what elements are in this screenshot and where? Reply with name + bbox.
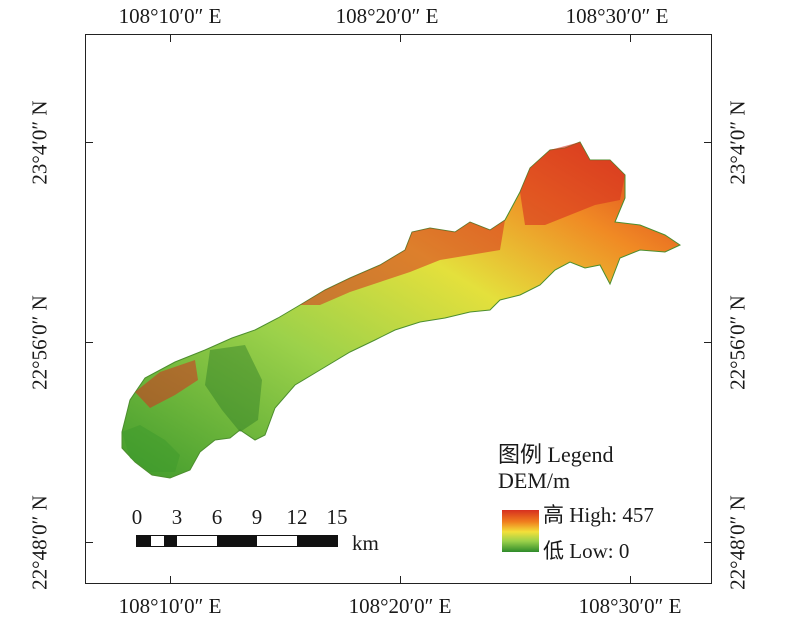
scale-seg-3 (164, 536, 177, 546)
lon-label-bottom-2: 108°20′0″ E (348, 594, 452, 618)
lon-label-bottom-1: 108°10′0″ E (118, 594, 222, 618)
scale-seg-5 (217, 536, 257, 546)
tick-bottom-1 (170, 576, 171, 584)
scale-tick-15: 15 (326, 505, 348, 529)
tick-right-1 (704, 142, 712, 143)
low-elevation-valley (205, 345, 262, 432)
scale-seg-2 (151, 536, 164, 546)
lat-label-right-2: 22°56′0″ N (725, 295, 750, 390)
lat-label-left-1: 23°4′0″ N (27, 100, 52, 185)
legend-low-label: 低 Low: 0 (543, 539, 630, 563)
tick-left-3 (85, 542, 93, 543)
lon-label-top-1: 108°10′0″ E (118, 4, 222, 28)
scale-seg-4 (177, 536, 217, 546)
legend-title: 图例 Legend (498, 442, 614, 467)
tick-top-3 (630, 34, 631, 42)
scale-unit-label: km (352, 531, 379, 555)
lat-label-right-1: 23°4′0″ N (725, 100, 750, 185)
tick-right-3 (704, 542, 712, 543)
legend-color-ramp (502, 510, 539, 552)
lat-label-left-3: 22°48′0″ N (27, 495, 52, 590)
scale-tick-0: 0 (131, 505, 143, 529)
tick-bottom-3 (630, 576, 631, 584)
lon-label-bottom-3: 108°30′0″ E (578, 594, 682, 618)
high-elevation-ridge (300, 220, 505, 305)
tick-top-1 (170, 34, 171, 42)
legend-subtitle: DEM/m (498, 468, 571, 493)
lat-label-right-3: 22°48′0″ N (725, 495, 750, 590)
scale-tick-3: 3 (171, 505, 183, 529)
lon-label-top-2: 108°20′0″ E (335, 4, 439, 28)
scale-tick-9: 9 (251, 505, 263, 529)
lon-label-top-3: 108°30′0″ E (565, 4, 669, 28)
legend-high-label: 高 High: 457 (543, 503, 654, 527)
tick-left-2 (85, 342, 93, 343)
low-elevation-southwest (122, 425, 180, 472)
high-elevation-west (135, 360, 198, 408)
tick-left-1 (85, 142, 93, 143)
scale-seg-7 (297, 536, 337, 546)
scale-tick-12: 12 (286, 505, 308, 529)
map-frame (85, 34, 712, 584)
tick-right-2 (704, 342, 712, 343)
tick-bottom-2 (400, 576, 401, 584)
scale-seg-6 (257, 536, 297, 546)
scale-bar (136, 535, 338, 547)
lat-label-left-2: 22°56′0″ N (27, 295, 52, 390)
tick-top-2 (400, 34, 401, 42)
scale-tick-6: 6 (211, 505, 223, 529)
high-elevation-peak (520, 142, 625, 225)
scale-seg-1 (137, 536, 151, 546)
